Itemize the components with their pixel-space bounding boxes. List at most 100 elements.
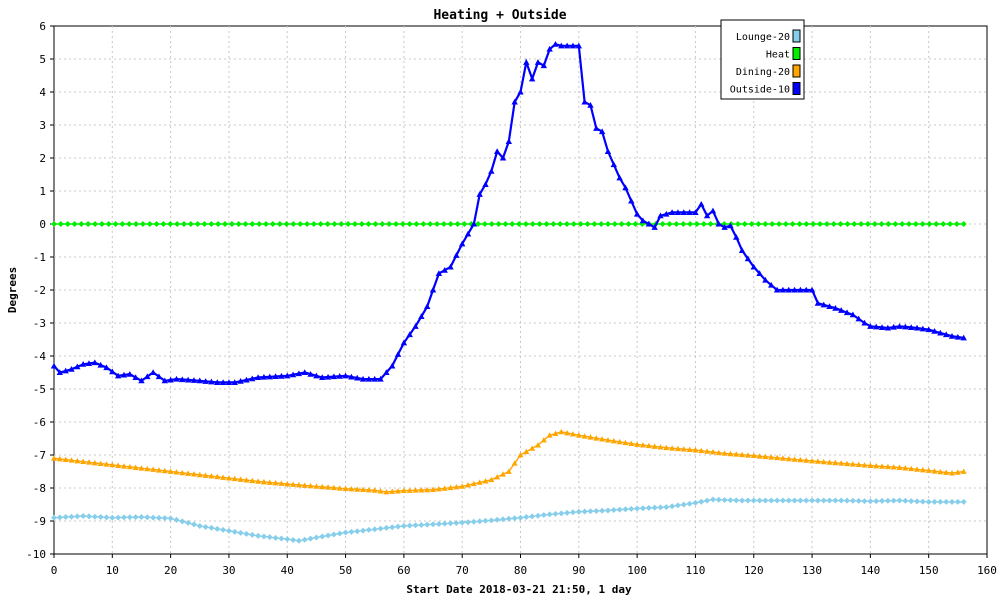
data-point-lounge-20 (709, 496, 716, 503)
data-point-dining-20 (622, 439, 629, 446)
data-point-dining-20 (902, 465, 909, 471)
data-point-dining-20 (488, 476, 495, 483)
y-tick-label: 4 (39, 86, 46, 99)
data-point-outside-10 (132, 374, 139, 381)
data-point-outside-10 (120, 371, 128, 378)
data-point-lounge-20 (610, 507, 617, 514)
data-point-heat (263, 221, 270, 227)
data-point-outside-10 (686, 209, 693, 216)
data-point-outside-10 (493, 148, 501, 154)
y-tick-label: -8 (33, 482, 46, 495)
data-point-outside-10 (173, 375, 180, 382)
x-tick-label: 70 (456, 564, 469, 577)
data-point-heat (919, 221, 926, 227)
data-point-dining-20 (844, 460, 851, 467)
data-point-dining-20 (325, 484, 332, 490)
data-point-lounge-20 (272, 534, 279, 541)
x-tick-label: 90 (572, 564, 585, 577)
data-point-lounge-20 (190, 521, 197, 528)
data-point-outside-10 (307, 370, 314, 377)
data-point-lounge-20 (628, 505, 635, 512)
data-point-outside-10 (272, 373, 279, 380)
data-point-dining-20 (138, 465, 145, 471)
data-point-lounge-20 (260, 533, 267, 540)
data-point-heat (858, 221, 865, 227)
data-point-outside-10 (295, 370, 303, 377)
data-point-lounge-20 (797, 497, 804, 504)
data-point-dining-20 (756, 453, 763, 459)
data-point-lounge-20 (838, 497, 845, 504)
data-point-heat (522, 221, 529, 227)
data-point-heat (769, 221, 776, 227)
data-point-dining-20 (441, 485, 448, 491)
data-point-lounge-20 (651, 504, 658, 511)
data-point-dining-20 (435, 485, 442, 492)
data-point-heat (878, 221, 885, 227)
y-tick-label: -3 (33, 317, 46, 330)
data-point-heat (365, 221, 372, 227)
data-point-outside-10 (184, 376, 192, 383)
data-point-heat (495, 221, 502, 227)
data-point-dining-20 (587, 434, 594, 440)
data-point-lounge-20 (80, 513, 87, 520)
data-point-dining-20 (307, 482, 314, 489)
data-point-lounge-20 (634, 505, 641, 512)
data-point-outside-10 (622, 184, 629, 191)
data-point-outside-10 (890, 323, 897, 330)
x-tick-label: 160 (977, 564, 997, 577)
data-point-dining-20 (260, 478, 267, 485)
data-point-outside-10 (931, 328, 938, 334)
y-tick-label: -10 (26, 548, 46, 561)
data-point-outside-10 (878, 324, 886, 330)
data-point-heat (420, 221, 427, 227)
data-point-heat (297, 221, 304, 227)
data-point-heat (256, 221, 263, 227)
data-point-outside-10 (167, 376, 174, 383)
data-point-outside-10 (639, 217, 647, 224)
data-point-dining-20 (225, 475, 232, 481)
data-point-lounge-20 (330, 531, 337, 538)
data-point-lounge-20 (902, 497, 909, 504)
data-point-lounge-20 (873, 498, 880, 505)
data-point-heat (242, 221, 249, 227)
data-point-outside-10 (266, 373, 273, 380)
data-point-dining-20 (610, 438, 617, 444)
data-point-dining-20 (704, 448, 711, 454)
data-point-lounge-20 (395, 523, 402, 530)
data-point-heat (782, 221, 789, 227)
data-point-outside-10 (499, 154, 507, 161)
data-point-dining-20 (395, 488, 402, 494)
data-point-heat (64, 221, 71, 227)
data-point-dining-20 (360, 486, 367, 493)
data-point-lounge-20 (704, 497, 711, 504)
data-point-outside-10 (826, 303, 833, 310)
data-point-heat (454, 221, 461, 227)
data-point-heat (611, 221, 618, 227)
data-point-outside-10 (709, 207, 717, 214)
data-point-outside-10 (797, 286, 804, 293)
data-point-heat (372, 221, 379, 227)
data-point-heat (434, 221, 441, 227)
data-point-lounge-20 (657, 504, 664, 511)
data-point-lounge-20 (138, 514, 145, 521)
data-point-outside-10 (657, 212, 664, 219)
data-point-outside-10 (680, 209, 687, 216)
data-point-dining-20 (709, 449, 716, 455)
data-point-outside-10 (464, 230, 472, 237)
data-point-lounge-20 (715, 496, 722, 503)
data-point-lounge-20 (680, 501, 687, 508)
data-point-lounge-20 (826, 497, 833, 504)
data-point-dining-20 (569, 431, 576, 437)
data-point-heat (475, 221, 482, 227)
data-point-outside-10 (126, 370, 134, 377)
legend-swatch-dining-20 (792, 64, 801, 78)
data-point-dining-20 (56, 455, 63, 462)
data-point-lounge-20 (214, 525, 221, 532)
data-point-heat (700, 221, 707, 227)
data-point-outside-10 (668, 209, 676, 216)
data-point-heat (208, 221, 215, 227)
x-tick-label: 0 (51, 564, 58, 577)
data-point-outside-10 (581, 98, 588, 105)
data-point-outside-10 (336, 373, 343, 379)
